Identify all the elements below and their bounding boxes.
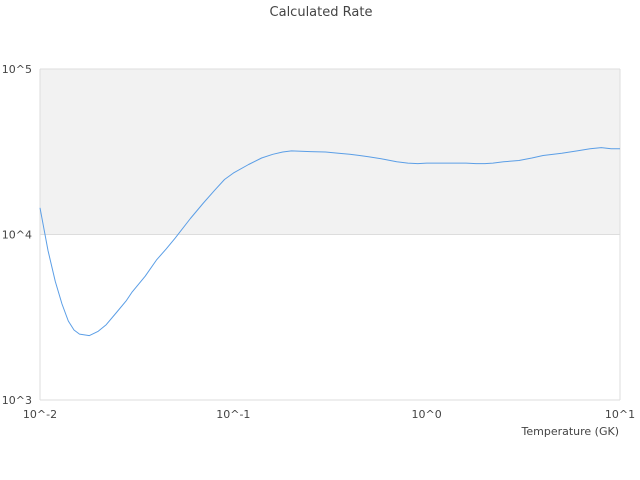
y-tick-label-1: 10^4 <box>2 229 32 242</box>
x-tick-label-1: 10^-1 <box>216 408 250 421</box>
plot-band-upper <box>40 69 620 235</box>
y-axis: 10^3 10^4 10^5 <box>2 63 32 407</box>
x-tick-label-0: 10^-2 <box>23 408 57 421</box>
x-tick-label-3: 10^1 <box>605 408 635 421</box>
gridlines <box>39 68 621 401</box>
x-axis-title: Temperature (GK) <box>521 425 620 438</box>
y-tick-label-0: 10^3 <box>2 394 32 407</box>
x-tick-label-2: 10^0 <box>412 408 442 421</box>
y-tick-label-2: 10^5 <box>2 63 32 76</box>
series-layer <box>39 147 620 337</box>
x-axis: 10^-2 10^-1 10^0 10^1 <box>23 408 635 421</box>
plot-background <box>40 69 620 235</box>
series-line-0 <box>39 147 620 337</box>
chart-title: Calculated Rate <box>270 5 373 20</box>
